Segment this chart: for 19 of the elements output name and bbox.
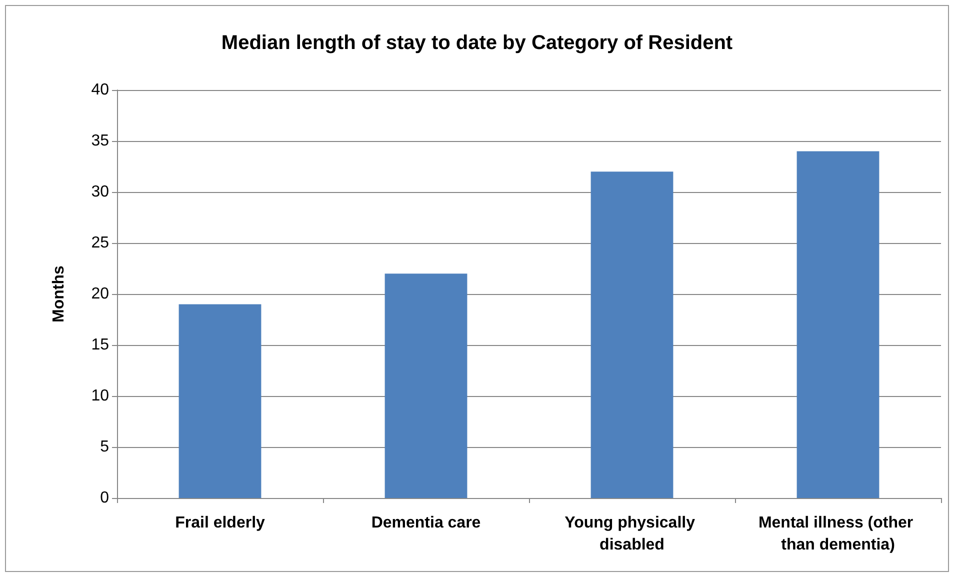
bar xyxy=(590,172,674,498)
y-tick-label: 20 xyxy=(91,286,110,302)
bar xyxy=(384,274,468,498)
y-tick-label: 40 xyxy=(91,82,110,98)
y-tick-label: 0 xyxy=(100,490,110,506)
y-tick-label: 30 xyxy=(91,184,110,200)
y-tick-label: 15 xyxy=(91,336,110,354)
x-tick-label: Frail elderly xyxy=(175,514,266,532)
x-tick-label: Young physically disabled xyxy=(564,514,700,554)
bar xyxy=(796,151,880,498)
y-tick-label: 10 xyxy=(91,388,110,404)
y-tick-label: 25 xyxy=(91,234,110,252)
x-tick-label: Dementia care xyxy=(371,514,481,532)
chart-title: Median length of stay to date by Category of Resident xyxy=(221,32,733,54)
y-axis-title: Months xyxy=(50,265,68,322)
y-tick-label: 35 xyxy=(91,132,110,150)
x-tick-label: Mental illness (other than dementia) xyxy=(758,514,918,554)
bar xyxy=(178,304,262,498)
y-tick-label: 5 xyxy=(100,438,110,456)
